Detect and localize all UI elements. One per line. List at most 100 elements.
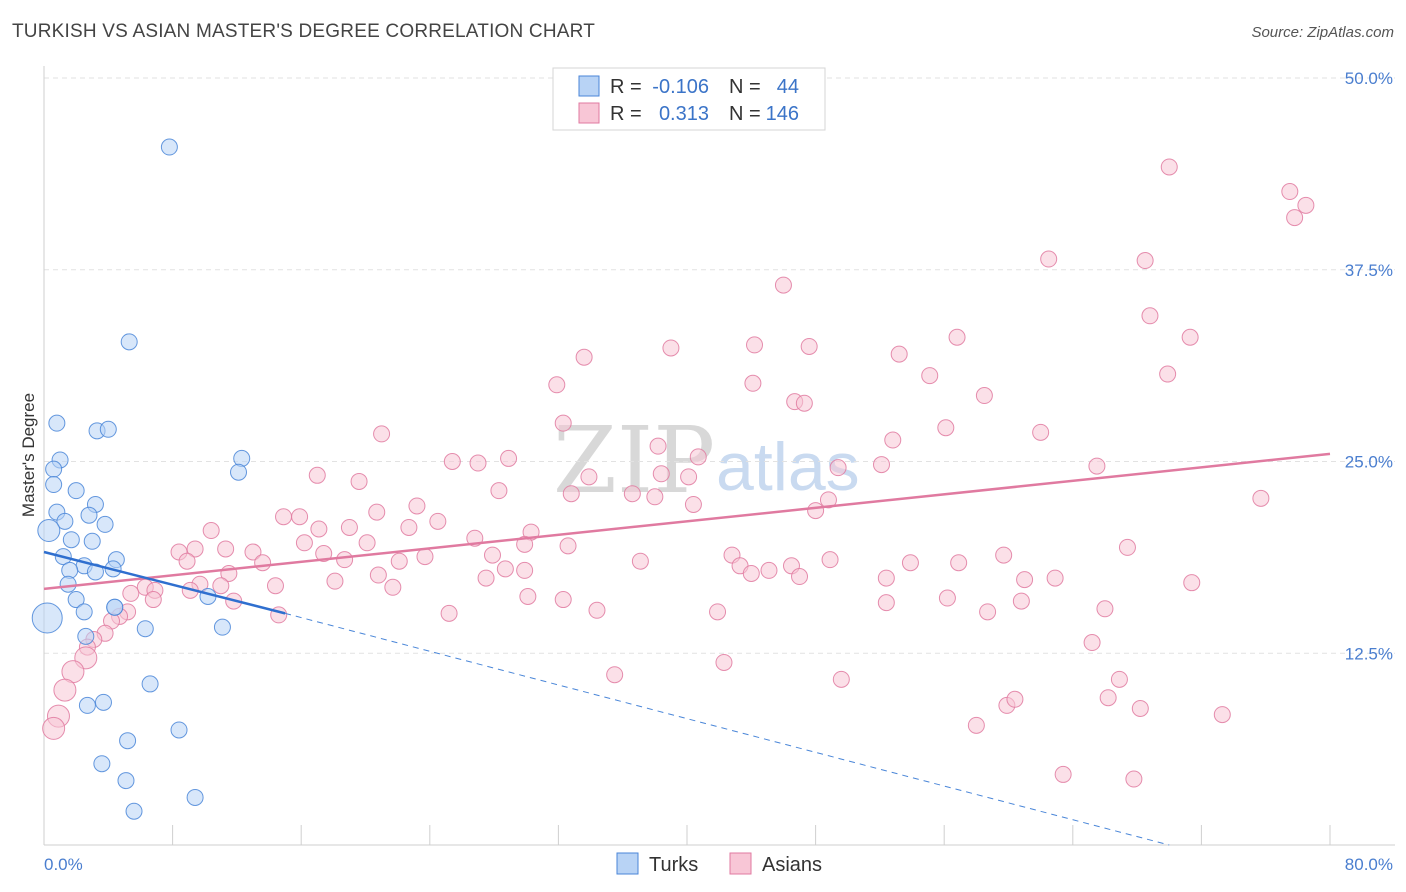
asians-point: [680, 468, 698, 486]
asians-point: [715, 653, 733, 671]
asians-point: [373, 425, 391, 443]
asians-point: [310, 520, 328, 538]
asians-point: [1183, 574, 1201, 592]
legend-swatch-asians: [578, 102, 600, 124]
legend-n-value-turks: 44: [777, 76, 799, 98]
asians-point: [877, 594, 895, 612]
asians-point: [937, 419, 955, 437]
asians-point: [709, 603, 727, 621]
asians-point: [1110, 670, 1128, 688]
chart-source: Source: ZipAtlas.com: [1251, 24, 1394, 41]
asians-point: [575, 348, 593, 366]
asians-point: [1083, 634, 1101, 652]
legend-swatch-turks: [578, 75, 600, 97]
asians-point: [744, 374, 762, 392]
turks-point: [45, 460, 63, 478]
asians-point: [649, 437, 667, 455]
turks-point: [94, 693, 112, 711]
asians-point: [562, 485, 580, 503]
legend-r-label-asians: R =: [610, 103, 642, 125]
asians-point: [443, 453, 461, 470]
x-tick-label: 80.0%: [1345, 855, 1393, 874]
asians-point: [42, 716, 66, 740]
turks-point: [78, 696, 96, 714]
asians-point: [1012, 592, 1030, 610]
asians-point: [938, 589, 956, 607]
asians-point: [340, 518, 358, 536]
turks-point: [67, 482, 85, 500]
turks-point: [93, 755, 111, 773]
turks-point: [160, 138, 178, 156]
asians-point: [384, 578, 402, 596]
asians-point: [588, 601, 606, 619]
turks-point: [136, 620, 154, 638]
asians-point: [53, 678, 77, 702]
asians-point: [652, 465, 670, 483]
bottom-legend-label-asians: Asians: [762, 854, 822, 876]
asians-point: [369, 566, 387, 584]
asians-point: [212, 577, 230, 595]
turks-point: [233, 449, 251, 467]
asians-point: [795, 394, 813, 412]
asians-point: [350, 472, 368, 490]
asians-point: [746, 336, 764, 354]
asians-point: [829, 459, 847, 477]
asians-point: [995, 546, 1013, 564]
y-axis-label: Master's Degree: [19, 393, 38, 517]
watermark: ZIP atlas: [553, 407, 860, 514]
trend-lines: [43, 452, 1331, 846]
asians-point: [315, 545, 333, 563]
asians-point: [477, 569, 495, 587]
asians-point: [873, 456, 891, 474]
turks-point: [170, 721, 188, 739]
asians-point: [429, 512, 447, 530]
asians-point: [1046, 569, 1064, 587]
asians-point: [742, 564, 760, 582]
turks-point: [59, 575, 77, 593]
asians-point: [979, 603, 997, 621]
turks-point: [83, 532, 101, 550]
asians-point: [400, 518, 418, 536]
turks-point: [120, 333, 138, 351]
asians-point: [1297, 196, 1315, 214]
y-tick-labels: 12.5% 25.0% 37.5% 50.0%: [1345, 69, 1393, 663]
asians-point: [1016, 571, 1034, 589]
asians-point: [884, 431, 902, 449]
asians-point: [548, 376, 566, 394]
asians-point: [1213, 706, 1231, 724]
asians-point: [950, 554, 968, 572]
asians-point: [948, 328, 966, 346]
asians-point: [326, 572, 344, 590]
asians-point: [254, 554, 272, 572]
turks-point: [45, 476, 63, 494]
turks-point: [199, 587, 217, 605]
chart-title: TURKISH VS ASIAN MASTER'S DEGREE CORRELA…: [12, 21, 596, 42]
turks-point: [96, 515, 114, 533]
asians-point: [408, 497, 426, 515]
asians-point: [631, 552, 649, 570]
asians-point: [519, 587, 537, 605]
asians-point: [440, 604, 458, 622]
asians-point: [1125, 770, 1143, 788]
asians-point: [1096, 600, 1114, 618]
turks-point: [119, 732, 137, 750]
asians-point: [500, 449, 518, 467]
asians-point: [800, 337, 818, 355]
asians-point: [275, 508, 293, 526]
asians-point: [308, 466, 326, 484]
turks-point: [117, 772, 135, 790]
asians-point: [202, 522, 220, 540]
asians-point: [580, 468, 598, 486]
asians-point: [266, 577, 284, 595]
asians-point: [554, 414, 572, 432]
turks-point: [80, 506, 98, 524]
bottom-legend-swatch-asians: [729, 852, 752, 875]
legend-r-label-turks: R =: [610, 76, 642, 98]
asians-point: [606, 666, 624, 684]
asians-point: [496, 560, 514, 578]
y-tick-label: 12.5%: [1345, 644, 1393, 663]
y-tick-label: 37.5%: [1345, 261, 1393, 280]
asians-point: [819, 491, 837, 509]
x-tick-label: 0.0%: [44, 855, 83, 874]
